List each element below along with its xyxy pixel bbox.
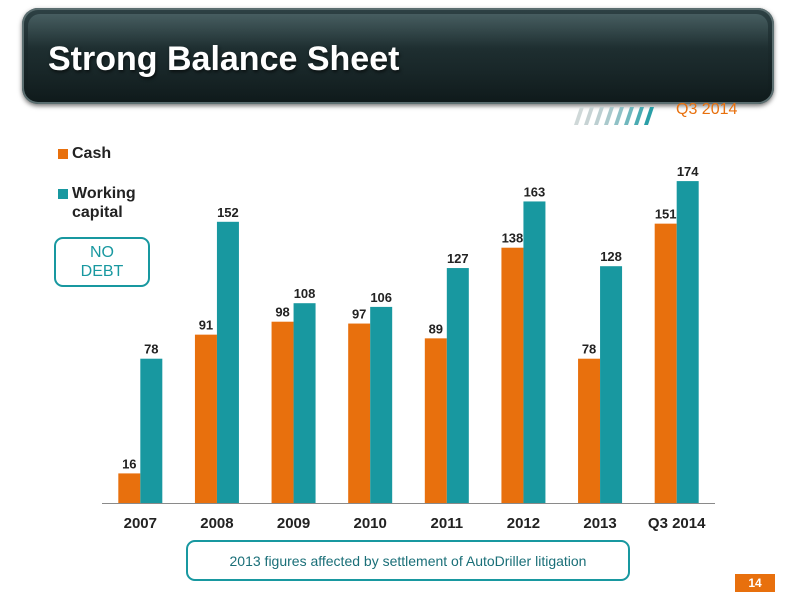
data-label-working-capital: 106	[370, 290, 392, 305]
bar-working-capital-q3-2014	[676, 181, 699, 503]
slide-title: Strong Balance Sheet	[48, 40, 400, 78]
no-debt-text: NO DEBT	[80, 244, 124, 280]
title-banner-gloss	[28, 14, 768, 98]
data-label-working-capital: 127	[447, 251, 469, 266]
bar-cash-2008	[194, 334, 217, 503]
data-label-cash: 151	[655, 207, 677, 222]
stripe-decoration	[574, 107, 654, 125]
x-tick-label: 2007	[124, 515, 157, 532]
bar-cash-2010	[348, 323, 371, 503]
data-label-working-capital: 174	[677, 164, 699, 179]
data-label-cash: 98	[275, 305, 289, 320]
data-label-working-capital: 163	[524, 184, 546, 199]
bar-working-capital-2011	[446, 268, 469, 503]
data-label-working-capital: 152	[217, 205, 239, 220]
data-label-cash: 89	[429, 321, 443, 336]
x-tick-label: 2010	[354, 515, 387, 532]
bar-working-capital-2009	[293, 303, 316, 503]
title-banner	[22, 8, 774, 104]
period-label: Q3 2014	[676, 101, 738, 118]
data-label-working-capital: 128	[600, 249, 622, 264]
bar-cash-q3-2014	[654, 223, 677, 503]
no-debt-callout: NO DEBT	[54, 237, 150, 287]
data-label-cash: 16	[122, 456, 136, 471]
legend-label-working-capital: Working capital	[72, 185, 136, 221]
footnote-box: 2013 figures affected by settlement of A…	[186, 540, 630, 581]
bar-working-capital-2008	[216, 221, 239, 504]
legend-swatch-working-capital	[58, 189, 68, 199]
page-number: 14	[735, 574, 775, 592]
bar-cash-2011	[424, 338, 447, 503]
x-tick-label: 2008	[200, 515, 233, 532]
data-label-working-capital: 108	[294, 286, 316, 301]
bar-cash-2009	[271, 321, 294, 503]
bar-working-capital-2012	[523, 201, 546, 503]
x-tick-label: 2011	[431, 515, 464, 532]
bar-chart: 16 78 2007 91 152 2008 98 108 2009 97 106 2010 89 127…	[102, 164, 715, 532]
data-label-cash: 97	[352, 307, 366, 322]
data-label-cash: 91	[199, 318, 213, 333]
bar-working-capital-2013	[600, 266, 623, 503]
data-label-cash: 138	[502, 231, 524, 246]
x-tick-label: 2009	[277, 515, 310, 532]
bar-cash-2013	[578, 358, 601, 503]
data-label-cash: 78	[582, 342, 596, 357]
bar-working-capital-2007	[140, 358, 163, 503]
bar-working-capital-2010	[370, 306, 393, 503]
x-tick-label: Q3 2014	[648, 515, 706, 532]
legend-label-cash: Cash	[72, 145, 112, 162]
x-tick-label: 2012	[507, 515, 540, 532]
bar-cash-2007	[118, 473, 141, 503]
footnote-text: 2013 figures affected by settlement of A…	[229, 552, 587, 569]
data-label-working-capital: 78	[144, 342, 158, 357]
legend-swatch-cash	[58, 149, 68, 159]
x-tick-label: 2013	[583, 515, 616, 532]
bar-cash-2012	[501, 247, 524, 503]
